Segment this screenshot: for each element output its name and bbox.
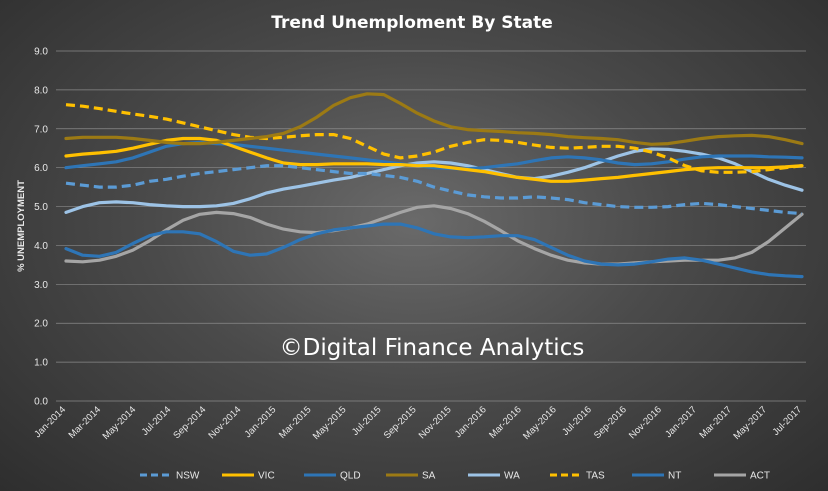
- series-line-wa: [64, 147, 804, 214]
- x-tick-label: Mar-2014: [67, 404, 104, 441]
- y-tick-label: 5.0: [34, 202, 48, 213]
- series-line-nt: [64, 222, 804, 279]
- legend-label-qld: QLD: [340, 471, 361, 482]
- y-tick-label: 9.0: [34, 47, 48, 58]
- legend-label-nsw: NSW: [176, 471, 200, 482]
- y-tick-label: 7.0: [34, 124, 48, 135]
- watermark-text: ©Digital Finance Analytics: [280, 335, 585, 361]
- x-tick-label: Mar-2015: [277, 404, 314, 441]
- x-tick-label: Jul-2016: [560, 404, 594, 438]
- legend-label-wa: WA: [504, 471, 520, 482]
- x-tick-label: Jan-2014: [32, 404, 68, 440]
- y-tick-label: 1.0: [34, 358, 48, 369]
- legend-label-tas: TAS: [586, 471, 605, 482]
- x-tick-label: Jul-2014: [140, 404, 174, 438]
- y-tick-label: 8.0: [34, 85, 48, 96]
- x-tick-label: Sep-2016: [592, 404, 629, 441]
- x-tick-label: Mar-2017: [697, 404, 734, 441]
- x-tick-label: Jul-2015: [350, 404, 384, 438]
- x-tick-label: May-2017: [731, 404, 769, 442]
- x-tick-label: Jul-2017: [771, 404, 805, 438]
- series-line-sa: [64, 92, 804, 146]
- x-tick-label: May-2016: [521, 404, 559, 442]
- x-tick-label: Nov-2015: [417, 404, 454, 441]
- x-tick-label: Nov-2014: [206, 404, 243, 441]
- x-tick-label: Nov-2016: [627, 404, 664, 441]
- y-tick-label: 0.0: [34, 397, 48, 408]
- y-tick-label: 3.0: [34, 280, 48, 291]
- x-tick-label: May-2014: [101, 404, 139, 442]
- legend-label-act: ACT: [750, 471, 770, 482]
- y-axis-ticks: 0.0 1.0 2.0 3.0 4.0 5.0 6.0 7.0 8.0 9.0: [34, 47, 48, 408]
- x-tick-label: Mar-2016: [487, 404, 524, 441]
- legend-label-nt: NT: [668, 471, 681, 482]
- x-tick-label: Jan-2016: [453, 404, 489, 440]
- x-tick-label: Sep-2015: [382, 404, 419, 441]
- series-line-nsw: [65, 164, 803, 216]
- x-tick-label: Jan-2017: [663, 404, 699, 440]
- series-lines: [64, 92, 804, 279]
- y-tick-label: 6.0: [34, 163, 48, 174]
- x-tick-label: Sep-2014: [171, 404, 208, 441]
- x-tick-label: May-2015: [311, 404, 349, 442]
- y-axis-label: % UNEMPLOYMENT: [16, 180, 27, 272]
- y-tick-label: 2.0: [34, 319, 48, 330]
- y-tick-label: 4.0: [34, 241, 48, 252]
- x-tick-label: Jan-2015: [243, 404, 279, 440]
- chart-title: Trend Unemploment By State: [271, 13, 553, 33]
- series-line-act: [64, 204, 804, 266]
- legend: NSW VIC QLD SA WA TAS NT ACT: [140, 471, 770, 482]
- legend-label-vic: VIC: [258, 471, 275, 482]
- legend-label-sa: SA: [422, 471, 436, 482]
- series-line-vic: [64, 136, 804, 183]
